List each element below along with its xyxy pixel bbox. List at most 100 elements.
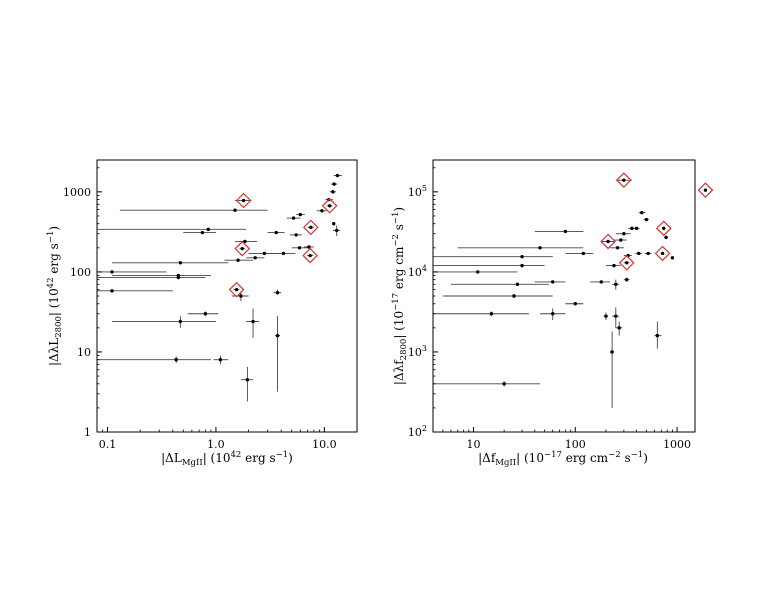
right-data-point <box>534 280 566 284</box>
left-data-point <box>267 230 285 235</box>
right-x-tick-label: 1000 <box>663 438 691 451</box>
right-data-point <box>433 263 545 268</box>
left-data-point <box>231 291 249 302</box>
right-data-point <box>654 321 662 349</box>
right-data-point <box>433 311 529 317</box>
left-highlighted-point <box>302 219 319 236</box>
right-y-axis-label: |Δλf2800| (10−17 erg cm−2 s−1) <box>391 207 409 385</box>
right-highlight-diamond <box>616 172 632 189</box>
right-data-point <box>610 246 624 250</box>
right-data-point <box>612 307 620 328</box>
right-data-point <box>643 217 650 222</box>
right-x-ticks: 10 100 1000 <box>442 427 691 451</box>
right-data-point <box>670 256 675 260</box>
left-plot-frame <box>96 159 358 433</box>
right-data-point <box>615 232 631 236</box>
left-highlighted-point <box>302 247 319 264</box>
right-highlight-diamond <box>618 254 635 271</box>
right-data-marks <box>433 172 714 408</box>
left-data-point <box>97 289 173 293</box>
left-data-point <box>97 275 206 280</box>
right-data-point <box>633 226 640 231</box>
left-highlight-diamond <box>228 281 245 298</box>
left-y-tick-label: 10 <box>77 346 91 359</box>
right-x-tick-label: 10 <box>467 438 481 451</box>
left-data-point <box>316 209 327 213</box>
left-data-point <box>329 190 336 194</box>
right-data-point <box>615 321 623 336</box>
right-highlighted-point <box>697 182 714 199</box>
right-highlight-diamond <box>697 182 714 199</box>
left-data-point <box>246 256 265 260</box>
right-highlighted-point <box>654 245 671 262</box>
left-x-axis-label: |ΔLMgII| (1042 erg s−1) <box>161 450 293 468</box>
right-data-point <box>638 210 646 215</box>
left-data-point <box>291 246 308 250</box>
right-highlighted-point <box>600 233 616 250</box>
left-highlight-diamond <box>234 240 251 257</box>
right-data-point <box>534 229 584 234</box>
right-data-point <box>433 381 540 387</box>
left-y-tick-label: 1 <box>84 426 91 439</box>
right-data-point <box>613 238 627 242</box>
left-highlight-diamond <box>235 192 252 209</box>
right-data-point <box>605 263 621 268</box>
right-data-point <box>590 280 611 284</box>
left-x-tick-label: 0.1 <box>99 438 117 451</box>
left-data-point <box>235 239 258 244</box>
right-highlight-diamond <box>600 233 616 250</box>
right-data-point <box>603 312 609 321</box>
left-x-tick-label: 1.0 <box>207 438 225 451</box>
left-data-point <box>111 261 229 265</box>
right-data-point <box>612 279 620 290</box>
right-data-point <box>539 308 566 321</box>
right-data-point <box>442 293 553 299</box>
right-data-point <box>457 246 584 250</box>
right-highlighted-point <box>618 254 635 271</box>
left-highlighted-point <box>321 197 338 214</box>
right-data-point <box>565 302 584 306</box>
left-data-point <box>119 208 268 212</box>
left-data-point <box>273 289 282 295</box>
right-scatter-panel: 10 100 1000 102 103 104 105 |ΔfMgII| (10−17 e… <box>391 159 714 468</box>
left-highlighted-point <box>234 240 251 257</box>
left-data-point <box>97 227 247 232</box>
right-y-tick-label: 104 <box>408 264 427 279</box>
left-y-tick-label: 100 <box>70 266 91 279</box>
right-highlighted-point <box>655 220 672 237</box>
left-data-point <box>183 230 216 235</box>
left-data-point <box>332 225 341 237</box>
left-data-point <box>187 311 219 317</box>
left-data-point <box>267 251 296 256</box>
right-data-point <box>644 251 652 256</box>
right-highlight-diamond <box>654 245 671 262</box>
right-data-point <box>433 254 553 259</box>
right-data-point <box>635 251 642 256</box>
left-data-point <box>111 316 216 328</box>
left-y-axis-label: |ΔλL2800| (1042 erg s−1) <box>46 226 64 366</box>
right-data-point <box>610 331 614 408</box>
left-highlight-diamond <box>302 247 319 264</box>
right-data-point <box>450 282 549 287</box>
left-x-ticks: 0.1 1.0 10.0 <box>99 427 337 451</box>
left-data-point <box>330 182 338 186</box>
right-x-axis-label: |ΔfMgII| (10−17 erg cm−2 s−1) <box>478 450 648 468</box>
left-data-point <box>304 245 314 249</box>
left-y-tick-label: 1000 <box>63 186 91 199</box>
right-highlighted-point <box>615 172 632 189</box>
left-data-point <box>224 258 254 262</box>
left-data-point <box>286 216 301 220</box>
right-data-point <box>433 270 518 274</box>
left-data-point <box>332 222 336 226</box>
left-scatter-panel: 0.1 1.0 10.0 1 10 100 1000 |ΔLMgII| (1042 erg… <box>46 159 358 468</box>
left-data-point <box>333 173 342 178</box>
left-data-point <box>240 366 254 402</box>
right-y-tick-label: 102 <box>408 424 427 439</box>
left-x-tick-label: 10.0 <box>312 438 337 451</box>
left-highlight-diamond <box>302 219 319 236</box>
right-data-point <box>664 235 668 240</box>
left-y-ticks: 1 10 100 1000 <box>63 167 102 439</box>
left-data-point <box>97 270 167 274</box>
left-data-point <box>296 212 305 217</box>
